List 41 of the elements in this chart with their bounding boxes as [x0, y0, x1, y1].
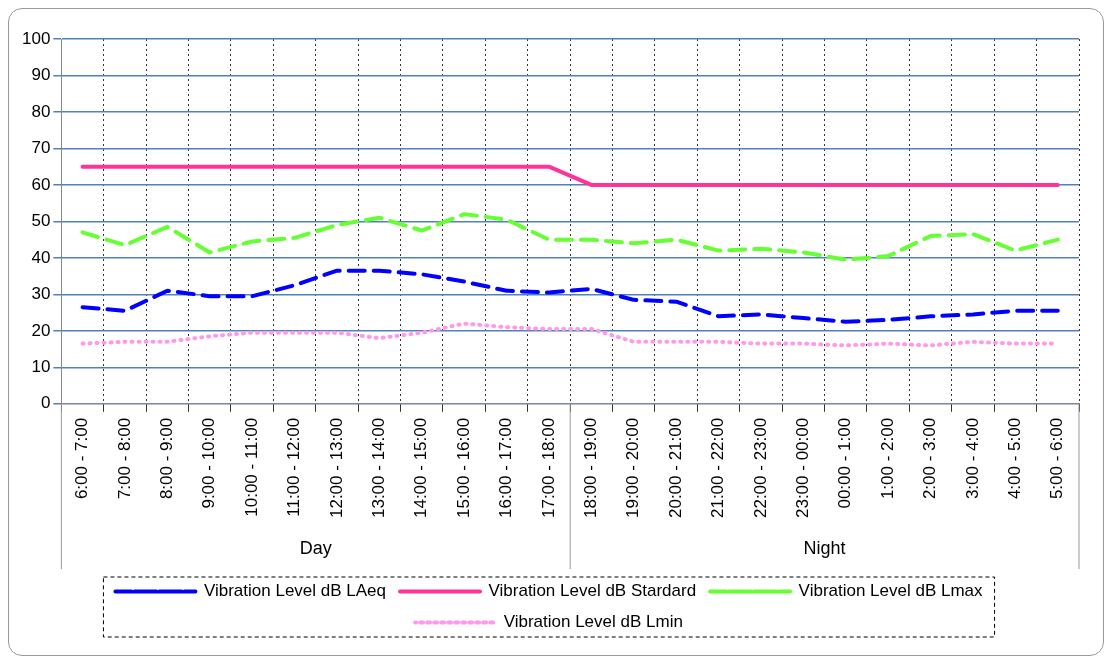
x-tick-label: 2:00 - 3:00: [920, 417, 940, 500]
x-tick-label: 22:00 - 23:00: [750, 417, 770, 519]
x-tick-label: 1:00 - 2:00: [877, 417, 897, 500]
y-tick-label: 10: [31, 357, 51, 377]
x-tick-label: 6:00 - 7:00: [72, 417, 92, 500]
x-tick-label: 9:00 - 10:00: [199, 417, 219, 509]
text: Day: [299, 537, 332, 558]
x-tick-label: 00:00 - 1:00: [835, 417, 855, 509]
legend-label: Vibration Level dB LAeq: [203, 581, 387, 601]
x-tick-label: 18:00 - 19:00: [581, 417, 601, 519]
x-tick-label: 4:00 - 5:00: [1005, 417, 1025, 500]
y-tick-label: 30: [31, 284, 51, 304]
y-tick-label: 0: [40, 393, 51, 413]
x-tick-label: 7:00 - 8:00: [114, 417, 134, 500]
x-tick-label: 21:00 - 22:00: [708, 417, 728, 519]
x-tick-label: 13:00 - 14:00: [369, 417, 389, 519]
x-tick-label: 23:00 - 00:00: [793, 417, 813, 519]
y-tick-label: 100: [21, 28, 51, 48]
x-tick-label: 8:00 - 9:00: [157, 417, 177, 500]
y-tick-label: 40: [31, 247, 51, 267]
y-tick-label: 60: [31, 174, 51, 194]
legend-label: Vibration Level dB Lmax: [798, 581, 984, 601]
x-tick-label: 17:00 - 18:00: [538, 417, 558, 519]
y-tick-label: 90: [31, 65, 51, 85]
x-tick-label: 5:00 - 6:00: [1047, 417, 1067, 500]
x-tick-label: 14:00 - 15:00: [411, 417, 431, 519]
y-tick-label: 80: [31, 101, 51, 121]
x-tick-label: 20:00 - 21:00: [665, 417, 685, 519]
y-tick-label: 20: [31, 320, 51, 340]
legend-label: Vibration Level dB Stardard: [488, 581, 697, 601]
y-tick-label: 50: [31, 211, 51, 231]
x-tick-label: 3:00 - 4:00: [962, 417, 982, 500]
x-tick-label: 10:00 - 11:00: [241, 417, 261, 517]
x-tick-label: 19:00 - 20:00: [623, 417, 643, 519]
legend-label: Vibration Level dB Lmin: [503, 612, 683, 632]
x-tick-label: 15:00 - 16:00: [453, 417, 473, 519]
x-tick-label: 16:00 - 17:00: [496, 417, 516, 519]
text: Night: [803, 537, 846, 558]
x-tick-label: 11:00 - 12:00: [284, 417, 304, 517]
y-tick-label: 70: [31, 138, 51, 158]
x-tick-label: 12:00 - 13:00: [326, 417, 346, 519]
